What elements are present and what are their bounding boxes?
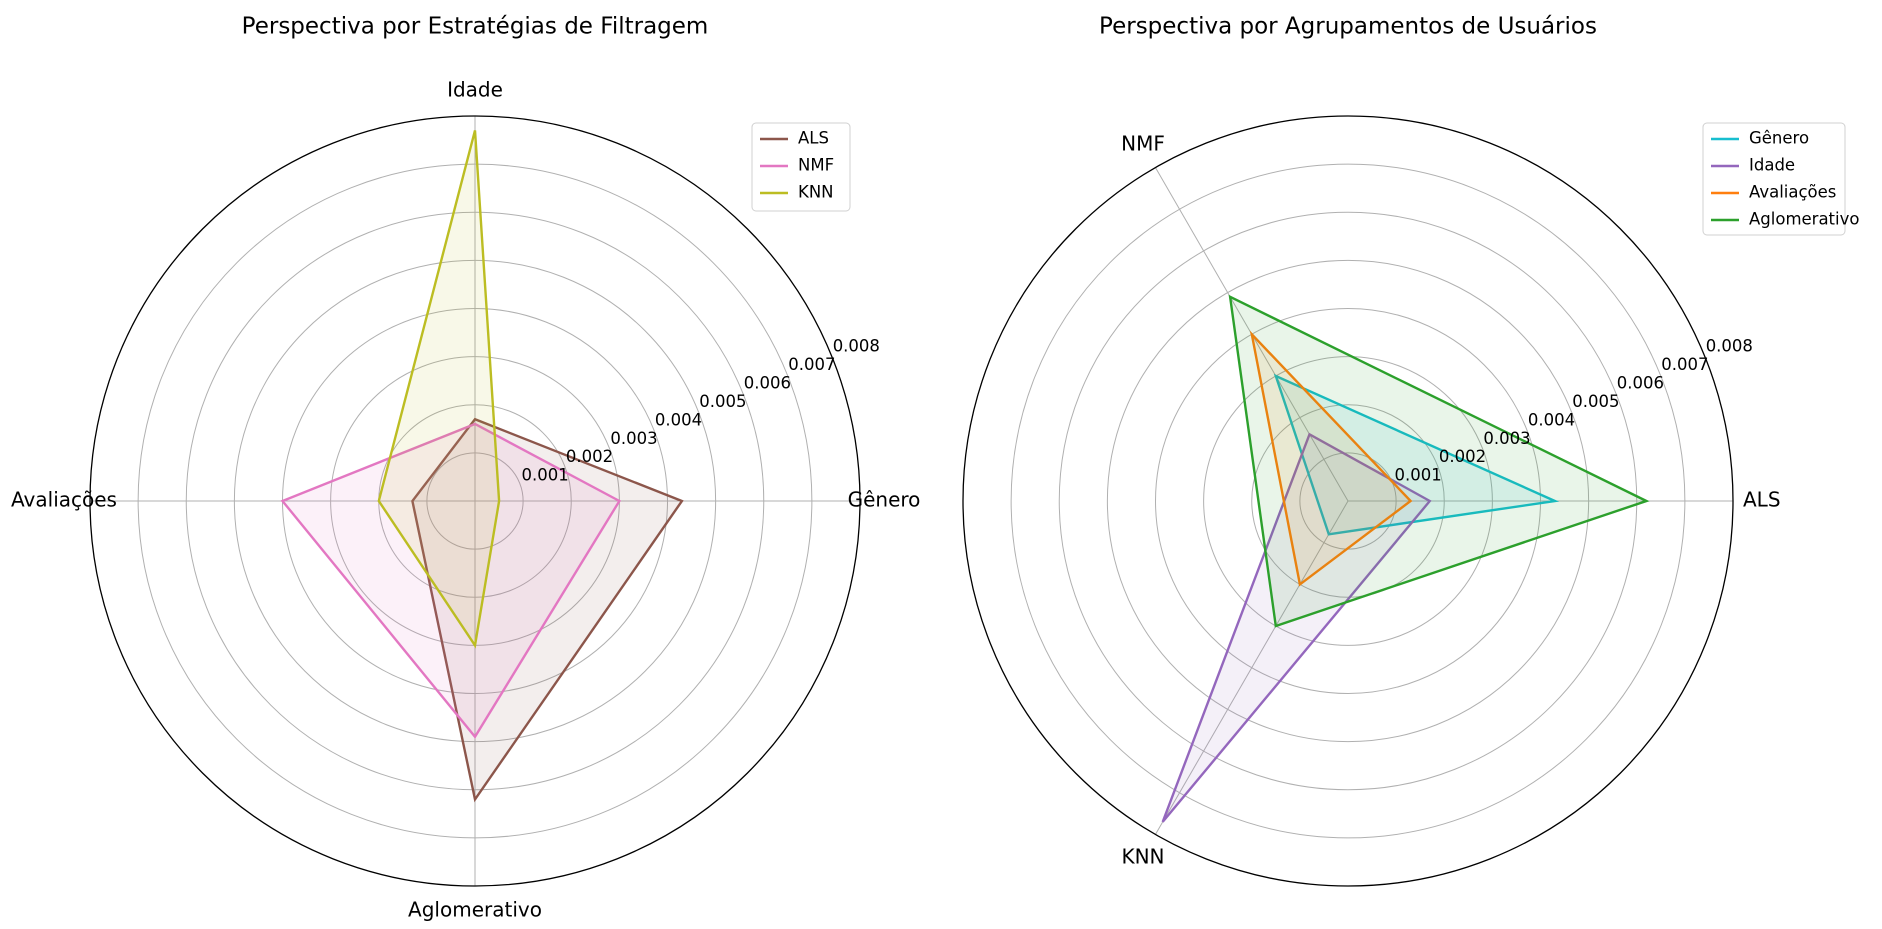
radar-chart-2: Perspectiva por Agrupamentos de Usuários… bbox=[962, 14, 1859, 887]
chart-title-1: Perspectiva por Estratégias de Filtragem bbox=[242, 14, 709, 40]
category-label-3: KNN bbox=[1121, 845, 1164, 869]
series-line-ALS bbox=[411, 417, 684, 803]
legend-label: Idade bbox=[1749, 156, 1795, 175]
series-fill-KNN bbox=[378, 130, 500, 646]
legend-label: NMF bbox=[798, 156, 834, 175]
r-tick-label: 0.001 bbox=[1394, 466, 1441, 485]
r-tick-label: 0.002 bbox=[566, 447, 613, 466]
r-tick-label: 0.007 bbox=[788, 355, 835, 374]
legend-1: ALS NMF KNN bbox=[751, 122, 851, 212]
series-line-KNN bbox=[377, 130, 501, 649]
category-label-1: ALS bbox=[1743, 488, 1781, 512]
legend-box bbox=[751, 122, 851, 212]
r-tick-label: 0.005 bbox=[699, 392, 746, 411]
category-label-1: Gênero bbox=[848, 488, 921, 512]
grid-spoke bbox=[1155, 500, 1349, 835]
legend-label: Gênero bbox=[1749, 129, 1809, 148]
r-tick-label: 0.008 bbox=[1706, 337, 1753, 356]
series-fill-Idade bbox=[1162, 434, 1430, 822]
r-tick-label: 0.004 bbox=[655, 410, 702, 429]
r-tick-label: 0.007 bbox=[1661, 355, 1708, 374]
legend-label: ALS bbox=[798, 129, 829, 148]
series-fill-NMF bbox=[282, 424, 620, 737]
r-tick-label: 0.005 bbox=[1572, 392, 1619, 411]
category-label-4: Aglomerativo bbox=[408, 898, 542, 922]
r-tick-label: 0.004 bbox=[1528, 410, 1575, 429]
legend-box bbox=[1702, 122, 1846, 236]
category-label-2: NMF bbox=[1121, 132, 1165, 156]
series-fill-ALS bbox=[412, 419, 682, 800]
outer-frame bbox=[962, 115, 1734, 887]
r-tick-label: 0.006 bbox=[1617, 374, 1664, 393]
series-fill-Gênero bbox=[1275, 376, 1555, 535]
legend-label: Avaliações bbox=[1749, 183, 1836, 202]
r-tick-label: 0.003 bbox=[610, 429, 657, 448]
r-tick-label: 0.002 bbox=[1439, 447, 1486, 466]
series-fill-Aglomerativo bbox=[1230, 296, 1647, 626]
category-label-3: Avaliações bbox=[11, 488, 117, 512]
chart-title-2: Perspectiva por Agrupamentos de Usuários bbox=[1099, 14, 1597, 40]
category-label-2: Idade bbox=[447, 78, 503, 102]
series-line-Idade bbox=[1161, 432, 1432, 823]
series-line-NMF bbox=[280, 422, 622, 739]
r-tick-label: 0.008 bbox=[833, 337, 880, 356]
radar-chart-1: Perspectiva por Estratégias de Filtragem… bbox=[11, 14, 920, 922]
series-fill-Avaliações bbox=[1251, 334, 1411, 585]
outer-frame bbox=[89, 115, 861, 887]
series-line-Aglomerativo bbox=[1228, 294, 1650, 628]
legend-label: Aglomerativo bbox=[1749, 210, 1859, 229]
series-line-Avaliações bbox=[1249, 330, 1413, 587]
r-tick-label: 0.006 bbox=[744, 374, 791, 393]
legend-label: KNN bbox=[798, 183, 834, 202]
legend-2: Gênero Idade Avaliações Aglomerativo bbox=[1702, 122, 1859, 236]
r-tick-label: 0.003 bbox=[1483, 429, 1530, 448]
r-tick-label: 0.001 bbox=[521, 466, 568, 485]
